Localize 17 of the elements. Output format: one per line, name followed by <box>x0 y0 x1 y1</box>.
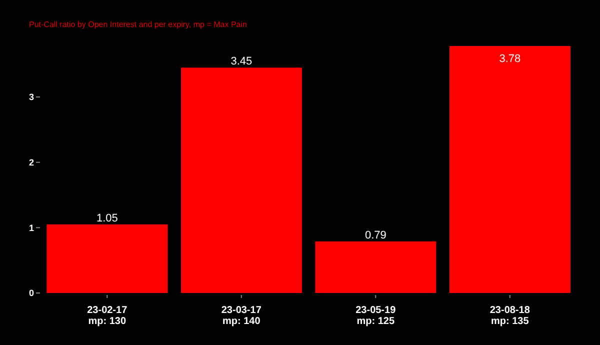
data-label: 0.79 <box>365 229 386 242</box>
bar <box>46 224 168 293</box>
x-tick-label: 23-03-17 mp: 140 <box>221 305 262 327</box>
data-label: 3.78 <box>499 53 521 65</box>
y-tick-label: 1 <box>28 222 34 233</box>
data-label: 1.05 <box>96 212 118 224</box>
y-tick-label: 0 <box>28 288 34 298</box>
x-tick-label: 23-05-19 mp: 125 <box>356 305 396 327</box>
y-tick-label: 2 <box>28 158 34 168</box>
x-tick-label: 23-08-18 mp: 135 <box>490 305 530 327</box>
y-tick-label: 3 <box>28 92 34 102</box>
bar <box>180 68 302 293</box>
x-tick-label: 23-02-17 mp: 130 <box>87 305 128 327</box>
data-label: 3.45 <box>230 56 252 68</box>
bar <box>449 46 570 293</box>
chart-subtitle: Put-Call ratio by Open Interest and per expiry, mp = Max Pain <box>29 20 247 29</box>
bar <box>315 241 436 293</box>
